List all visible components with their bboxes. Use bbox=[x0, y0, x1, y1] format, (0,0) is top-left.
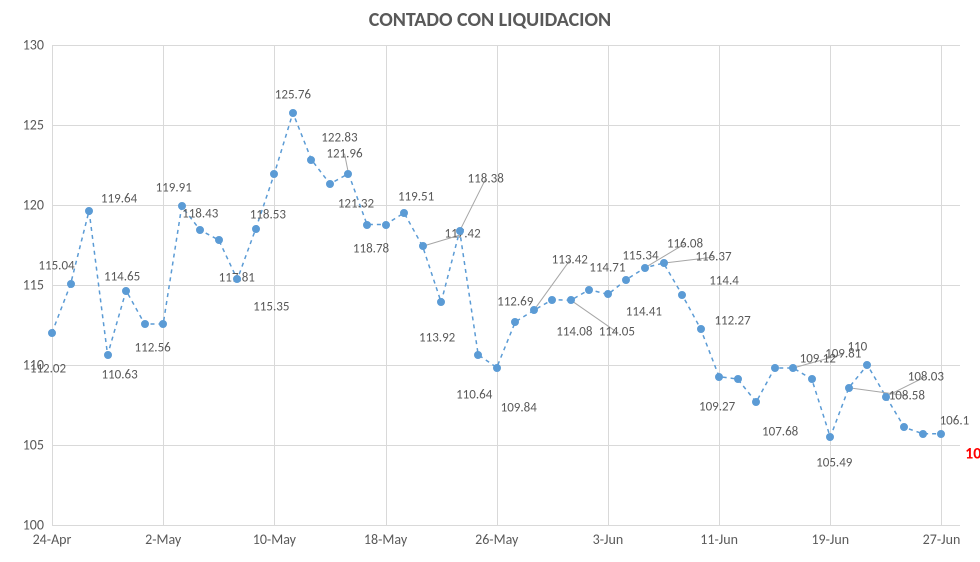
data-marker bbox=[585, 286, 593, 294]
x-axis-label: 3-Jun bbox=[593, 525, 624, 548]
data-marker bbox=[511, 318, 519, 326]
data-marker bbox=[474, 351, 482, 359]
data-marker bbox=[252, 225, 260, 233]
data-marker bbox=[307, 156, 315, 164]
data-marker bbox=[900, 423, 908, 431]
x-axis-label: 18-May bbox=[364, 525, 407, 548]
data-marker bbox=[400, 209, 408, 217]
data-marker bbox=[196, 226, 204, 234]
data-marker bbox=[604, 290, 612, 298]
data-marker bbox=[919, 430, 927, 438]
data-marker bbox=[456, 227, 464, 235]
data-marker bbox=[826, 433, 834, 441]
data-marker bbox=[48, 329, 56, 337]
data-marker bbox=[567, 296, 575, 304]
series-line bbox=[52, 45, 960, 525]
data-marker bbox=[270, 170, 278, 178]
data-marker bbox=[85, 207, 93, 215]
data-marker bbox=[419, 242, 427, 250]
line-chart: CONTADO CON LIQUIDACION 1001051101151201… bbox=[0, 0, 980, 562]
data-marker bbox=[622, 276, 630, 284]
y-axis-label: 130 bbox=[23, 37, 52, 54]
data-marker bbox=[344, 170, 352, 178]
data-marker bbox=[178, 202, 186, 210]
data-marker bbox=[289, 109, 297, 117]
data-marker bbox=[215, 236, 223, 244]
y-axis-label: 110 bbox=[23, 357, 52, 374]
x-axis-label: 11-Jun bbox=[700, 525, 738, 548]
x-axis-label: 27-Jun bbox=[923, 525, 961, 548]
data-marker bbox=[363, 221, 371, 229]
data-marker bbox=[863, 361, 871, 369]
data-marker bbox=[382, 221, 390, 229]
data-marker bbox=[845, 384, 853, 392]
data-marker bbox=[437, 298, 445, 306]
data-marker bbox=[326, 180, 334, 188]
plot-area: 10010511011512012513024-Apr2-May10-May18… bbox=[52, 45, 960, 525]
data-marker bbox=[752, 398, 760, 406]
data-marker bbox=[937, 430, 945, 438]
data-marker bbox=[734, 375, 742, 383]
y-axis-label: 120 bbox=[23, 197, 52, 214]
x-axis-label: 2-May bbox=[145, 525, 181, 548]
data-marker bbox=[233, 275, 241, 283]
data-marker bbox=[122, 287, 130, 295]
data-marker bbox=[771, 364, 779, 372]
data-marker bbox=[882, 393, 890, 401]
data-marker bbox=[530, 306, 538, 314]
y-axis-label: 115 bbox=[23, 277, 52, 294]
data-marker bbox=[715, 373, 723, 381]
y-axis-label: 125 bbox=[23, 117, 52, 134]
data-marker bbox=[104, 351, 112, 359]
data-marker bbox=[67, 280, 75, 288]
data-marker bbox=[493, 364, 501, 372]
x-axis-label: 10-May bbox=[253, 525, 296, 548]
data-marker bbox=[660, 259, 668, 267]
data-marker bbox=[697, 325, 705, 333]
x-axis-label: 26-May bbox=[475, 525, 518, 548]
data-marker bbox=[641, 264, 649, 272]
x-axis-label: 19-Jun bbox=[811, 525, 849, 548]
x-axis-label: 24-Apr bbox=[33, 525, 72, 548]
chart-title: CONTADO CON LIQUIDACION bbox=[0, 8, 980, 32]
data-marker bbox=[141, 320, 149, 328]
data-marker bbox=[678, 291, 686, 299]
data-marker bbox=[159, 320, 167, 328]
data-marker bbox=[808, 375, 816, 383]
data-label-highlight: 105.7 bbox=[965, 444, 980, 463]
data-marker bbox=[548, 296, 556, 304]
y-axis-label: 105 bbox=[23, 437, 52, 454]
data-marker bbox=[789, 364, 797, 372]
